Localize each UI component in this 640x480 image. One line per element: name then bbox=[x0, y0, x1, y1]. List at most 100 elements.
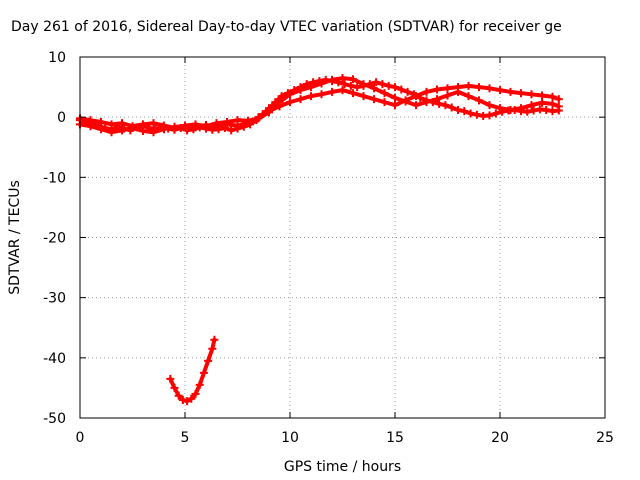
x-tick-label: 20 bbox=[491, 430, 509, 446]
data-point bbox=[286, 90, 294, 99]
data-point bbox=[340, 80, 349, 89]
data-point bbox=[554, 95, 563, 104]
data-point bbox=[443, 84, 452, 93]
data-point bbox=[338, 86, 347, 95]
data-point bbox=[286, 98, 294, 107]
data-point bbox=[86, 116, 95, 125]
data-point bbox=[317, 79, 326, 88]
data-point bbox=[328, 75, 336, 84]
y-tick-label: -20 bbox=[43, 231, 66, 247]
data-point bbox=[422, 98, 431, 107]
data-point bbox=[265, 108, 273, 117]
data-point bbox=[139, 120, 147, 129]
data-point bbox=[384, 81, 393, 90]
data-point bbox=[353, 83, 362, 92]
data-point bbox=[527, 101, 536, 110]
data-point bbox=[548, 92, 557, 101]
data-point bbox=[370, 84, 378, 93]
data-point bbox=[149, 128, 158, 137]
x-tick-label: 25 bbox=[596, 430, 614, 446]
data-point bbox=[296, 86, 305, 95]
data-point bbox=[412, 92, 420, 101]
data-point bbox=[149, 119, 158, 128]
data-point bbox=[527, 90, 536, 99]
data-point bbox=[403, 87, 412, 96]
data-point bbox=[359, 80, 368, 89]
data-point bbox=[485, 111, 494, 120]
data-point bbox=[317, 90, 326, 99]
data-point bbox=[349, 89, 357, 98]
data-point bbox=[107, 128, 116, 137]
data-point bbox=[346, 81, 355, 90]
data-point bbox=[178, 395, 187, 404]
data-point bbox=[212, 119, 221, 128]
data-point bbox=[380, 98, 389, 107]
data-point bbox=[254, 114, 263, 123]
data-point bbox=[275, 98, 284, 107]
data-point bbox=[378, 80, 387, 89]
data-point bbox=[466, 109, 475, 118]
data-point bbox=[307, 83, 315, 92]
grid-layer bbox=[80, 57, 605, 418]
x-axis-label: GPS time / hours bbox=[284, 459, 401, 475]
data-point bbox=[401, 97, 410, 106]
chart-title: Day 261 of 2016, Sidereal Day-to-day VTE… bbox=[11, 19, 562, 35]
data-point bbox=[538, 91, 546, 100]
data-point bbox=[128, 122, 137, 131]
data-series bbox=[76, 74, 563, 132]
data-point bbox=[338, 74, 347, 83]
data-point bbox=[548, 99, 557, 108]
data-point bbox=[359, 92, 368, 101]
data-point bbox=[170, 123, 179, 132]
data-point bbox=[412, 101, 420, 110]
data-point bbox=[391, 83, 399, 92]
data-point bbox=[517, 89, 525, 98]
data-point bbox=[391, 93, 399, 102]
data-point bbox=[517, 104, 525, 113]
data-point bbox=[166, 374, 175, 383]
data-point bbox=[443, 91, 452, 100]
data-point bbox=[204, 356, 213, 365]
y-axis-label: SDTVAR / TECUs bbox=[7, 180, 23, 295]
data-point bbox=[183, 397, 192, 406]
data-point bbox=[454, 105, 462, 114]
tick-layer bbox=[79, 56, 606, 419]
data-point bbox=[422, 87, 431, 96]
data-point bbox=[97, 117, 105, 126]
data-point bbox=[199, 368, 208, 377]
data-point bbox=[491, 109, 500, 118]
data-point bbox=[118, 119, 126, 128]
data-point bbox=[433, 85, 441, 94]
data-point bbox=[191, 120, 200, 129]
data-point bbox=[202, 122, 210, 131]
data-point bbox=[464, 92, 473, 101]
data-point bbox=[181, 121, 189, 130]
data-point bbox=[174, 391, 183, 400]
data-point bbox=[349, 75, 357, 84]
data-point bbox=[97, 125, 105, 134]
data-point bbox=[370, 95, 378, 104]
series-line bbox=[168, 337, 217, 404]
data-point bbox=[475, 83, 483, 92]
data-point bbox=[435, 99, 444, 108]
data-point bbox=[210, 335, 219, 344]
y-tick-label: 0 bbox=[57, 110, 66, 126]
label-layer: 0 5 10 15 20 25 10 0 -10 -20 -30 -40 -50 GPS time / h… bbox=[7, 50, 614, 475]
data-point bbox=[107, 120, 116, 129]
data-point bbox=[227, 126, 236, 135]
data-point bbox=[496, 86, 504, 95]
data-point bbox=[496, 104, 504, 113]
data-point bbox=[307, 92, 315, 101]
title-area: Day 261 of 2016, Sidereal Day-to-day VTE… bbox=[0, 0, 640, 60]
data-point bbox=[208, 344, 217, 353]
data-point bbox=[191, 389, 200, 398]
data-point bbox=[485, 84, 494, 93]
y-tick-label: -50 bbox=[43, 411, 66, 427]
data-point bbox=[397, 85, 406, 94]
data-point bbox=[506, 105, 515, 114]
data-point bbox=[538, 98, 546, 107]
data-point bbox=[223, 117, 231, 126]
x-tick-label: 5 bbox=[181, 430, 190, 446]
data-point bbox=[328, 87, 336, 96]
